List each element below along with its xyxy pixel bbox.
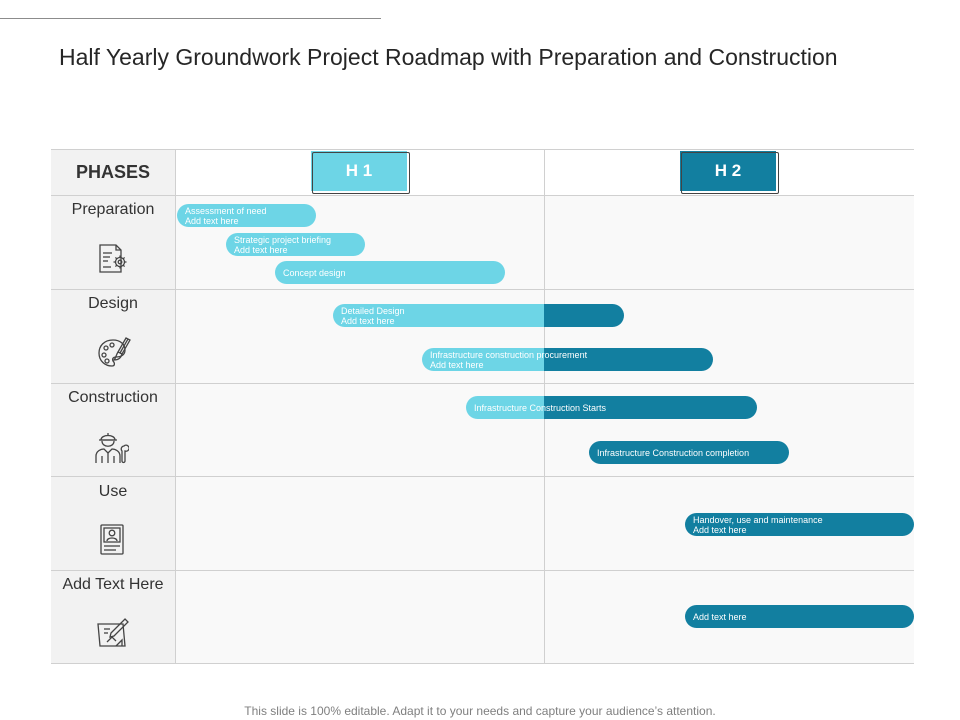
task-bar-text: Infrastructure Construction completion bbox=[597, 441, 783, 464]
task-bar[interactable]: Assessment of need Add text here bbox=[177, 204, 316, 227]
phase-label-use: Use bbox=[98, 483, 128, 500]
bar-h2-segment bbox=[544, 304, 624, 327]
task-title: Concept design bbox=[283, 267, 346, 278]
task-bar-text: Strategic project briefing Add text here bbox=[234, 233, 359, 256]
task-bar[interactable]: Detailed Design Add text here bbox=[333, 304, 624, 327]
phase-column bbox=[51, 149, 176, 664]
bar-h2-segment bbox=[544, 348, 713, 371]
bar-h1-segment bbox=[177, 204, 316, 227]
task-bar[interactable]: Concept design bbox=[275, 261, 505, 284]
bar-h2-segment bbox=[685, 605, 914, 628]
task-bar-text: Detailed Design Add text here bbox=[341, 304, 618, 327]
grid-line bbox=[51, 289, 914, 290]
task-bar[interactable]: Handover, use and maintenance Add text h… bbox=[685, 513, 914, 536]
grid-line bbox=[51, 149, 914, 150]
task-bar-text: Add text here bbox=[693, 605, 908, 628]
task-title: Strategic project briefing bbox=[234, 234, 332, 245]
grid-line bbox=[51, 383, 914, 384]
phase-label-design: Design bbox=[88, 295, 138, 312]
footer-note: This slide is 100% editable. Adapt it to… bbox=[244, 704, 716, 718]
h1-label: H 1 bbox=[345, 161, 373, 180]
task-title: Infrastructure construction procurement bbox=[430, 349, 588, 360]
bar-h2-segment bbox=[589, 441, 789, 464]
task-bar[interactable]: Infrastructure Construction completion bbox=[589, 441, 789, 464]
bar-h1-segment bbox=[333, 304, 544, 327]
top-rule bbox=[0, 18, 381, 19]
phases-header: PHASES bbox=[75, 161, 151, 182]
task-title: Assessment of need bbox=[185, 205, 267, 216]
task-bar-text: Assessment of need Add text here bbox=[185, 204, 310, 227]
blueprint-pencil-icon bbox=[97, 618, 129, 647]
user-document-icon bbox=[100, 524, 124, 555]
task-bar-text: Infrastructure Construction Starts bbox=[474, 396, 751, 419]
task-title: Infrastructure Construction Starts bbox=[474, 402, 607, 413]
task-title: Handover, use and maintenance bbox=[693, 514, 823, 525]
task-title: Detailed Design bbox=[341, 305, 405, 316]
bar-h1-segment bbox=[422, 348, 544, 371]
phase-label-construction: Construction bbox=[68, 389, 158, 406]
h1-header: H 1 bbox=[311, 151, 410, 194]
task-bar-text: Infrastructure construction procurement … bbox=[430, 348, 707, 371]
bar-h2-segment bbox=[544, 396, 757, 419]
grid-line bbox=[51, 570, 914, 571]
phase-label-add-text: Add Text Here bbox=[62, 576, 164, 593]
phase-label-preparation: Preparation bbox=[71, 201, 155, 218]
task-bar[interactable]: Strategic project briefing Add text here bbox=[226, 233, 365, 256]
task-note: Add text here bbox=[341, 315, 395, 326]
task-note: Add text here bbox=[185, 215, 239, 226]
task-title: Infrastructure Construction completion bbox=[597, 447, 750, 458]
grid-line bbox=[51, 663, 914, 664]
grid-line bbox=[51, 476, 914, 477]
bar-h1-segment bbox=[275, 261, 505, 284]
roadmap-board: PHASES H 1 H 2 Preparation Design Constr… bbox=[51, 149, 914, 664]
task-bar-text: Handover, use and maintenance Add text h… bbox=[693, 513, 908, 536]
bar-h1-segment bbox=[226, 233, 365, 256]
task-bar[interactable]: Infrastructure Construction Starts bbox=[466, 396, 757, 419]
bar-h1-segment bbox=[466, 396, 544, 419]
h2-label: H 2 bbox=[714, 161, 742, 180]
task-title: Add text here bbox=[693, 611, 747, 622]
task-note: Add text here bbox=[430, 359, 484, 370]
task-bar[interactable]: Add text here bbox=[685, 605, 914, 628]
construction-worker-wrench-icon bbox=[95, 433, 129, 464]
task-bar-text: Concept design bbox=[283, 261, 499, 284]
header-band bbox=[176, 149, 914, 195]
bar-h2-segment bbox=[685, 513, 914, 536]
task-note: Add text here bbox=[234, 244, 288, 255]
page-title: Half Yearly Groundwork Project Roadmap w… bbox=[59, 44, 838, 70]
task-bar[interactable]: Infrastructure construction procurement … bbox=[422, 348, 713, 371]
task-note: Add text here bbox=[693, 524, 747, 535]
document-gear-icon bbox=[99, 244, 127, 273]
paint-palette-brush-icon bbox=[98, 337, 131, 367]
grid-line bbox=[51, 195, 914, 196]
h2-header: H 2 bbox=[680, 151, 779, 194]
h2-frame bbox=[681, 152, 779, 194]
h1-frame bbox=[312, 152, 410, 194]
